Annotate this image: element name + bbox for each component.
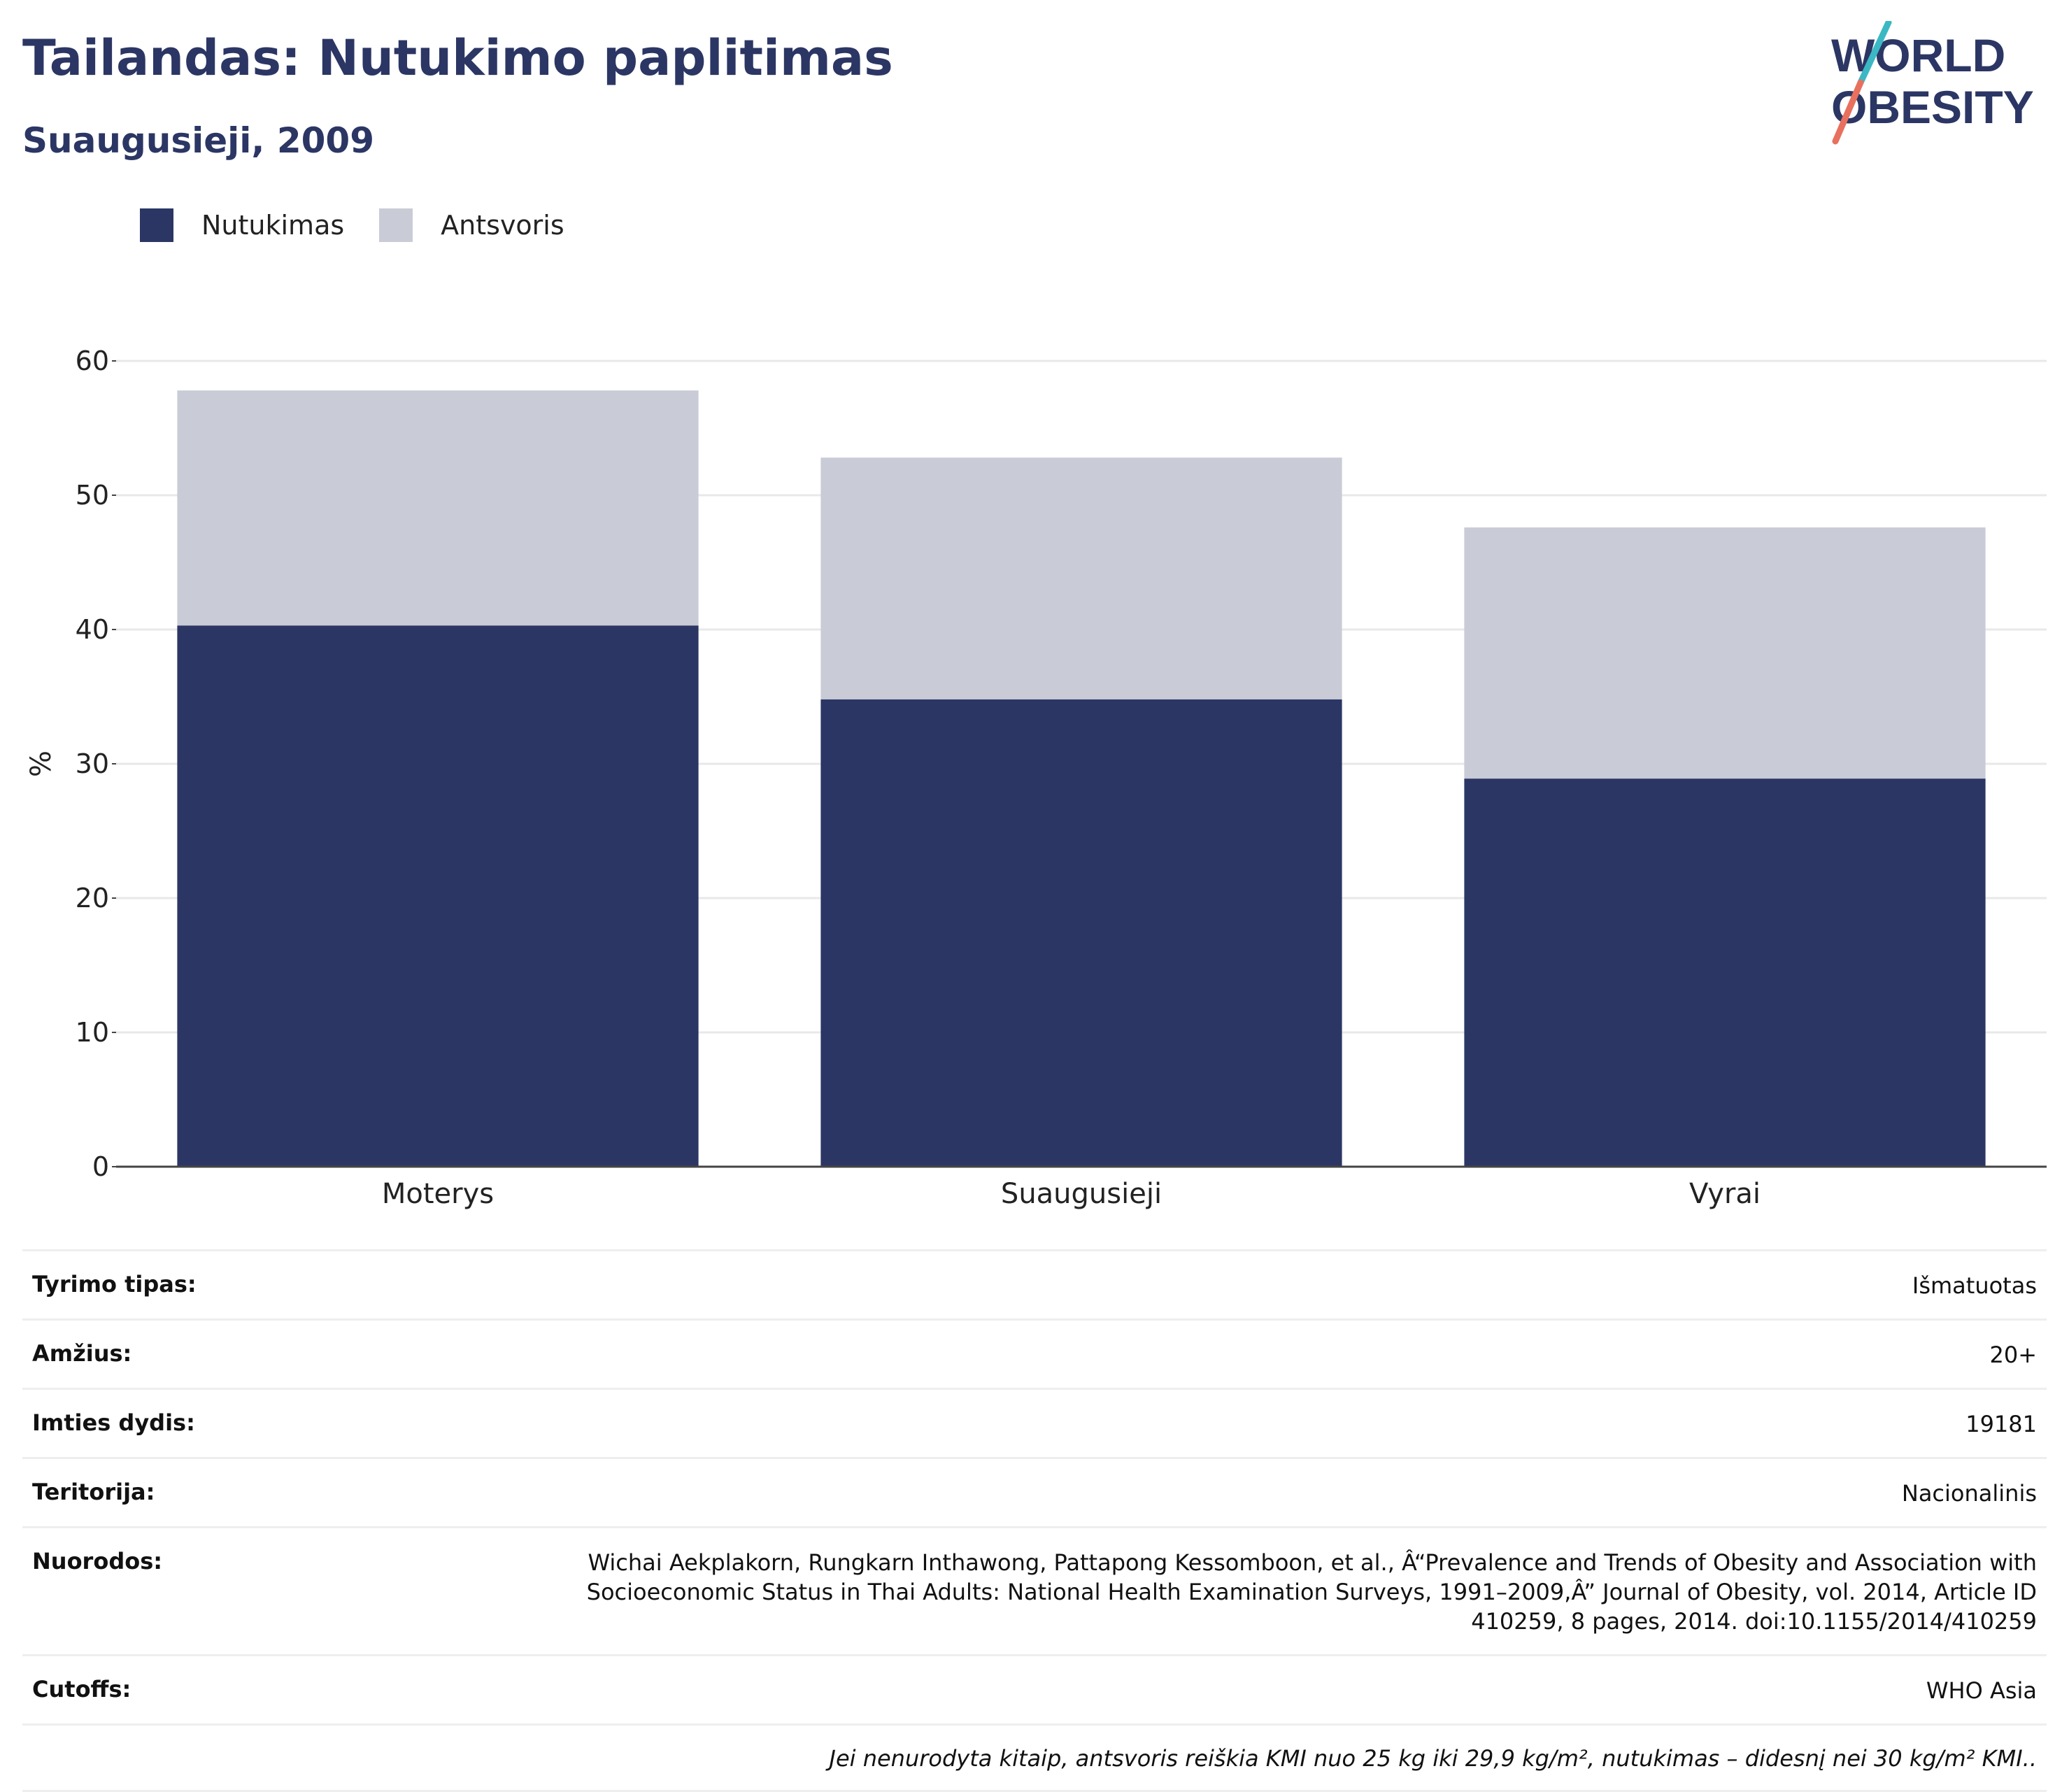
y-tick-label: 0: [92, 1151, 109, 1182]
meta-value-references: Wichai Aekplakorn, Rungkarn Inthawong, P…: [586, 1549, 2037, 1635]
meta-value: Nacionalinis: [1901, 1480, 2037, 1507]
page-subtitle: Suaugusieji, 2009: [22, 120, 374, 161]
bar-overweight: [820, 457, 1342, 699]
world-obesity-logo: WORLD OBESITY: [1831, 21, 2034, 145]
definition-note: Jei nenurodyta kitaip, antsvoris reiškia…: [22, 1723, 2047, 1792]
legend-swatch-overweight: [379, 208, 413, 242]
bar-obesity: [177, 625, 699, 1167]
meta-value: 19181: [1965, 1411, 2037, 1437]
legend-label-obesity: Nutukimas: [201, 210, 345, 241]
bar-overweight: [1464, 527, 1986, 779]
y-tick-label: 40: [76, 614, 109, 645]
y-tick-label: 10: [76, 1017, 109, 1048]
meta-row: Amžius: 20+: [22, 1318, 2047, 1388]
meta-key: Imties dydis:: [32, 1409, 195, 1436]
meta-value: Išmatuotas: [1912, 1272, 2037, 1299]
bar-obesity: [820, 699, 1342, 1167]
legend-swatch-obesity: [140, 208, 173, 242]
meta-value: WHO Asia: [1926, 1677, 2037, 1704]
legend-item-overweight[interactable]: Antsvoris: [379, 208, 564, 242]
bar-obesity: [1464, 778, 1986, 1167]
bar-overweight: [177, 390, 699, 626]
page-title: Tailandas: Nutukimo paplitimas: [22, 29, 893, 87]
logo-slash-coral: [1832, 79, 1864, 145]
x-tick-label: Moterys: [382, 1178, 494, 1210]
metadata-table: Tyrimo tipas: Išmatuotas Amžius: 20+ Imt…: [22, 1249, 2047, 1792]
legend-item-obesity[interactable]: Nutukimas: [140, 208, 344, 242]
y-tick-label: 30: [76, 748, 109, 779]
x-tick-label: Vyrai: [1689, 1178, 1761, 1210]
meta-key: Tyrimo tipas:: [32, 1271, 197, 1297]
logo-line1: WORLD: [1831, 29, 2005, 81]
legend-label-overweight: Antsvoris: [441, 210, 564, 241]
y-axis-label: %: [25, 751, 57, 777]
meta-row: Cutoffs: WHO Asia: [22, 1654, 2047, 1723]
meta-row: Imties dydis: 19181: [22, 1388, 2047, 1457]
chart-legend: Nutukimas Antsvoris: [140, 208, 599, 242]
meta-row: Teritorija: Nacionalinis: [22, 1457, 2047, 1526]
y-tick-label: 60: [76, 346, 109, 376]
meta-key: Amžius:: [32, 1340, 132, 1367]
y-tick-label: 50: [76, 480, 109, 511]
y-tick-label: 20: [76, 883, 109, 913]
meta-row: Tyrimo tipas: Išmatuotas: [22, 1249, 2047, 1318]
x-tick-label: Suaugusieji: [1001, 1178, 1162, 1210]
stacked-bar-chart: 0 10 20 30 40 50 60% Moterys Suaugusieji Vyrai: [25, 346, 2047, 1210]
logo-line2: OBESITY: [1831, 81, 2034, 133]
meta-key: Teritorija:: [32, 1479, 155, 1505]
meta-row: Nuorodos: Wichai Aekplakorn, Rungkarn In…: [22, 1526, 2047, 1654]
meta-value: 20+: [1989, 1342, 2037, 1368]
meta-key: Nuorodos:: [32, 1548, 163, 1574]
meta-key: Cutoffs:: [32, 1676, 131, 1702]
logo-slash-teal: [1857, 21, 1892, 86]
